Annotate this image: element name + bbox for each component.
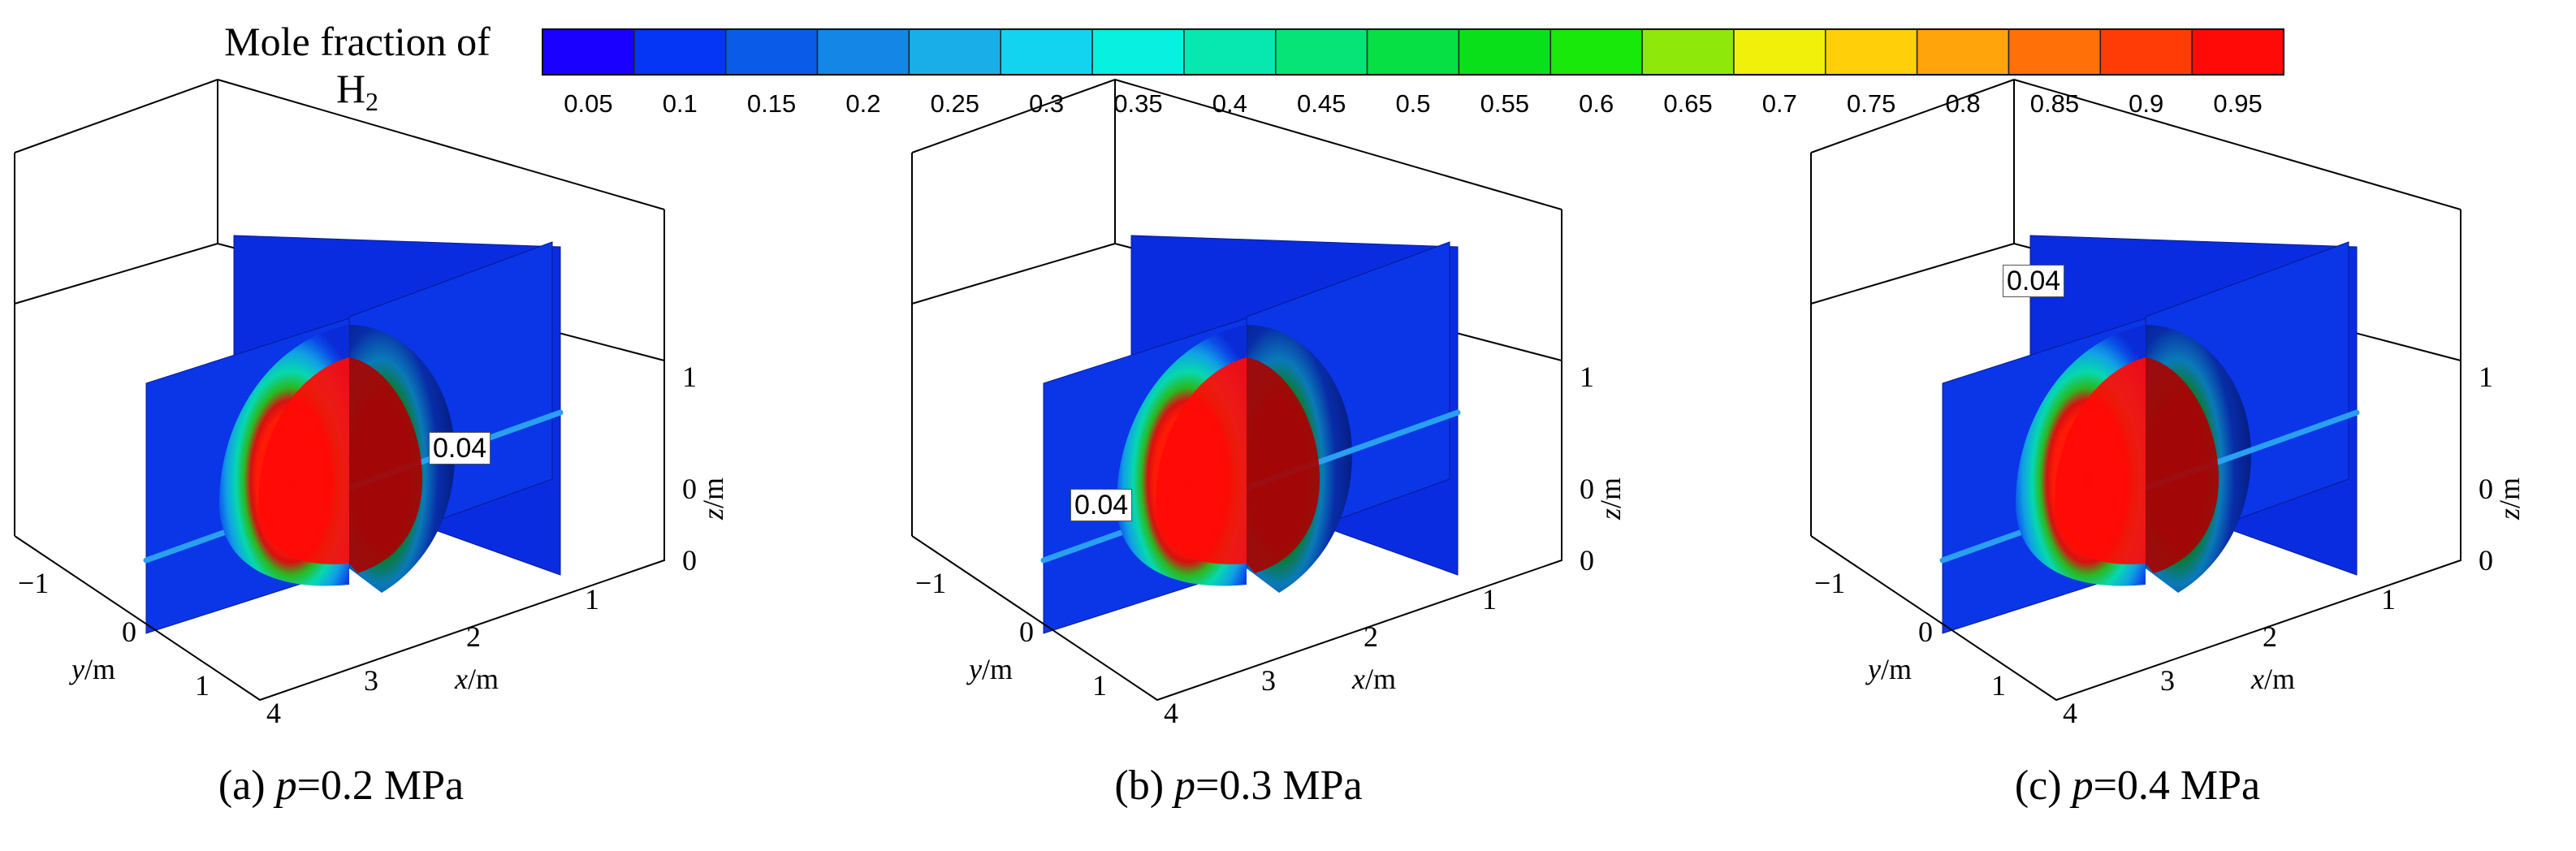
colorbar-tick-label: 0.6 bbox=[1579, 89, 1614, 118]
x-axis-label: x/m bbox=[1351, 663, 1396, 695]
plume-core bbox=[258, 357, 349, 564]
colorbar-tick-label: 0.65 bbox=[1663, 89, 1713, 118]
box-front-edges bbox=[911, 361, 1562, 702]
z-tick-label: 0 bbox=[1580, 544, 1594, 577]
y-tick-label: 0 bbox=[122, 616, 136, 648]
colorbar-swatch-1 bbox=[633, 28, 727, 76]
colorbar-tick-label: 0.15 bbox=[746, 89, 797, 118]
x-tick-label: 4 bbox=[2063, 697, 2077, 729]
x-axis-label: x/m bbox=[454, 663, 499, 695]
panel-1: −1 0 1 2 3 4 1 0 0 1 y/m x/m z/m bbox=[911, 79, 1627, 729]
panel-caption: (b) p=0.3 MPa bbox=[1114, 762, 1363, 809]
colorbar-tick-label: 0.35 bbox=[1113, 89, 1163, 118]
box-edge bbox=[2013, 79, 2461, 210]
z-axis-label: z/m bbox=[697, 477, 729, 521]
y-tick-label: 1 bbox=[195, 669, 210, 702]
colorbar-swatch-10 bbox=[1458, 28, 1552, 76]
z-tick-label: 1 bbox=[1580, 361, 1594, 393]
y-tick-label: −1 bbox=[1814, 567, 1845, 599]
colorbar-swatch-7 bbox=[1183, 28, 1277, 76]
box-front-edges bbox=[1810, 361, 2461, 702]
colorbar-title-text: Mole fraction of bbox=[224, 19, 491, 64]
x-tick-label: 4 bbox=[266, 697, 281, 729]
colorbar-tick-label: 0.9 bbox=[2129, 89, 2164, 118]
colorbar-tick-label: 0.5 bbox=[1395, 89, 1431, 118]
x-tick-label: 2 bbox=[466, 620, 481, 653]
colorbar-title-species: H bbox=[335, 66, 366, 111]
colorbar-swatch-18 bbox=[2191, 28, 2284, 76]
colorbar-title-subscript: 2 bbox=[365, 87, 379, 116]
colorbar-tick-label: 0.25 bbox=[930, 89, 979, 118]
box-edge bbox=[217, 79, 665, 210]
colorbar-tick-label: 0.7 bbox=[1761, 89, 1797, 118]
y-axis-label: y/m bbox=[1865, 653, 1912, 685]
z-tick-label: 0 bbox=[1580, 473, 1594, 505]
contour-label: 0.04 bbox=[429, 432, 491, 464]
x-inner-tick-label: 1 bbox=[2381, 583, 2396, 616]
y-axis-label: y/m bbox=[69, 653, 115, 685]
box-edge bbox=[1114, 79, 1562, 210]
plume-core bbox=[2055, 357, 2146, 564]
panel-caption: (c) p=0.4 MPa bbox=[2014, 762, 2261, 809]
z-tick-label: 1 bbox=[2479, 361, 2493, 393]
colorbar-swatch-16 bbox=[2008, 28, 2102, 76]
y-axis-label: y/m bbox=[966, 653, 1013, 685]
x-inner-tick-label: 1 bbox=[1482, 583, 1497, 616]
panel-0: −1 0 1 2 3 4 1 0 0 1 y/m x/m z/m bbox=[14, 79, 729, 729]
y-tick-label: 1 bbox=[1991, 669, 2006, 702]
colorbar-tick-label: 0.45 bbox=[1296, 89, 1346, 118]
z-tick-label: 1 bbox=[682, 361, 697, 393]
y-tick-label: −1 bbox=[18, 567, 49, 599]
y-tick-label: 0 bbox=[1918, 616, 1933, 648]
colorbar-tick-label: 0.75 bbox=[1847, 89, 1896, 118]
colorbar-tick-label: 0.55 bbox=[1480, 89, 1529, 118]
z-tick-label: 0 bbox=[682, 544, 697, 577]
colorbar-tick-label: 0.1 bbox=[662, 89, 698, 118]
box-edge bbox=[1810, 79, 2015, 153]
colorbar-frame bbox=[542, 28, 2284, 76]
plume-core-shadow bbox=[349, 357, 422, 573]
box-edge bbox=[911, 79, 1116, 153]
plume-core bbox=[1156, 357, 1247, 564]
plume-core-shadow bbox=[2146, 357, 2219, 573]
box-edge bbox=[1810, 243, 2015, 305]
colorbar bbox=[542, 28, 2284, 76]
colorbar-tick-label: 0.05 bbox=[564, 89, 613, 118]
box-edge bbox=[14, 243, 218, 305]
plume-core-shadow bbox=[1247, 357, 1320, 573]
x-tick-label: 3 bbox=[364, 664, 378, 697]
colorbar-tick-label: 0.85 bbox=[2029, 89, 2080, 118]
colorbar-swatch-11 bbox=[1549, 28, 1643, 76]
x-tick-label: 4 bbox=[1164, 697, 1178, 729]
contour-label: 0.04 bbox=[2003, 265, 2065, 297]
z-tick-label: 0 bbox=[2479, 473, 2493, 505]
contour-label: 0.04 bbox=[1070, 489, 1133, 521]
x-axis-label: x/m bbox=[2250, 663, 2295, 695]
x-tick-label: 2 bbox=[2263, 620, 2277, 653]
colorbar-swatch-17 bbox=[2099, 28, 2193, 76]
z-tick-label: 0 bbox=[2479, 544, 2493, 577]
z-axis-label: z/m bbox=[2493, 477, 2526, 521]
x-inner-tick-label: 1 bbox=[585, 583, 599, 616]
colorbar-title: Mole fraction of H2 bbox=[179, 18, 536, 125]
x-tick-label: 2 bbox=[1364, 620, 1378, 653]
panel-2: −1 0 1 2 3 4 1 0 0 1 y/m x/m z/m bbox=[1810, 79, 2526, 729]
colorbar-tick-label: 0.95 bbox=[2213, 89, 2263, 118]
panel-caption: (a) p=0.2 MPa bbox=[218, 762, 465, 809]
x-tick-label: 3 bbox=[1261, 664, 1276, 697]
y-tick-label: 1 bbox=[1092, 669, 1107, 702]
y-tick-label: 0 bbox=[1019, 616, 1034, 648]
colorbar-tick-label: 0.2 bbox=[845, 89, 881, 118]
x-tick-label: 3 bbox=[2160, 664, 2175, 697]
box-edge bbox=[911, 243, 1116, 305]
box-front-edges bbox=[14, 361, 665, 702]
z-tick-label: 0 bbox=[682, 473, 697, 505]
z-axis-label: z/m bbox=[1594, 477, 1627, 521]
box-edge bbox=[14, 79, 218, 153]
y-tick-label: −1 bbox=[915, 567, 946, 599]
